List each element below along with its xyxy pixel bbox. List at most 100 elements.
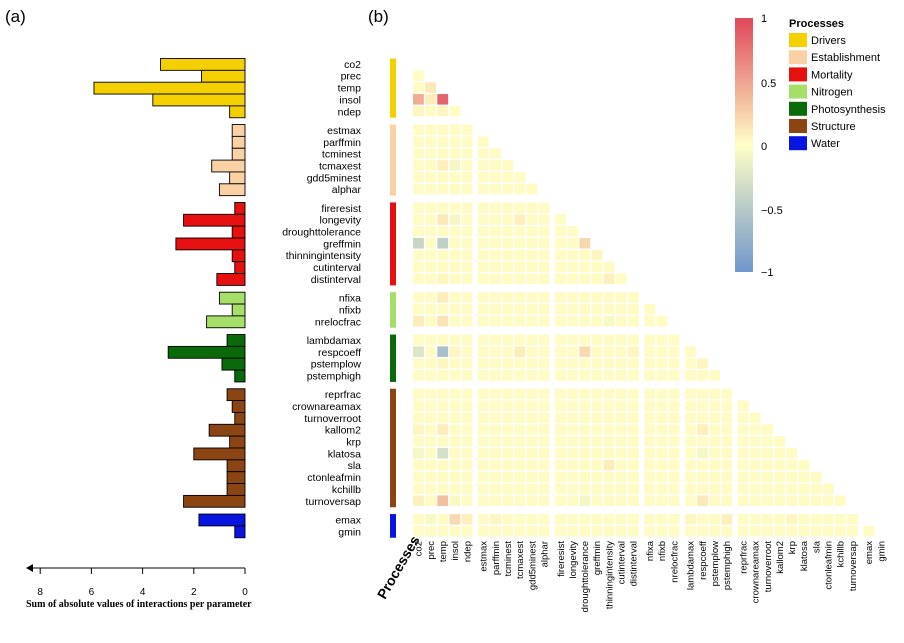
heat-cell: [502, 226, 514, 237]
heat-cell: [555, 226, 566, 237]
heat-cell: [477, 483, 489, 495]
bar-crownareamax: [231, 400, 246, 413]
heat-cell: [737, 448, 749, 459]
heat-cell: [514, 202, 526, 213]
legend-swatch-nitrogen: [789, 84, 807, 99]
heat-cell: [413, 171, 424, 183]
heat-cell: [477, 334, 489, 346]
heat-cell: [437, 400, 449, 412]
heat-cell: [477, 160, 489, 171]
heat-cell: [449, 202, 461, 213]
heat-cell: [490, 238, 501, 249]
bar-greffmin: [175, 237, 246, 251]
heat-cell: [477, 459, 489, 471]
heat-cell: [644, 495, 656, 506]
heat-cell: [684, 436, 696, 447]
heat-cell: [526, 261, 538, 273]
bar-distinterval: [216, 273, 246, 286]
heat-cell: [627, 304, 639, 315]
heat-cell: [490, 304, 501, 315]
heat-cell: [822, 525, 834, 537]
heat-cell: [656, 315, 668, 327]
heat-cell: [461, 148, 473, 159]
heat-cell: [591, 459, 603, 471]
param-label-tcminest: tcminest: [322, 149, 361, 161]
heat-cell: [449, 448, 461, 459]
heat-cell: [449, 124, 461, 136]
heat-cell: [526, 214, 538, 225]
heat-cell: [847, 514, 858, 525]
heat-cell: [477, 273, 489, 285]
heat-cell: [538, 412, 550, 423]
heat-cell: [603, 334, 615, 346]
heat-cell: [684, 424, 696, 435]
heat-cell: [579, 249, 591, 261]
heat-cell: [567, 315, 579, 327]
bar-emax: [198, 513, 246, 527]
heat-cell: [449, 436, 461, 447]
heat-cell: [591, 471, 603, 483]
heat-cell: [477, 358, 489, 369]
heat-cell: [413, 495, 424, 506]
bar-panel: [93, 58, 246, 539]
col-label-fireresist: fireresist: [556, 541, 567, 577]
strip-structure: [390, 388, 396, 508]
heat-cell: [656, 346, 668, 357]
colorbar-tick-label: 0: [761, 141, 767, 153]
bar-pstemphigh: [234, 369, 246, 383]
heat-cell: [644, 471, 656, 483]
legend-swatch-water: [789, 136, 807, 151]
col-label-crownareamax: crownareamax: [751, 541, 762, 604]
heat-cell: [538, 400, 550, 412]
heat-cell: [737, 412, 749, 423]
heat-cell: [477, 171, 489, 183]
heat-cell: [579, 412, 591, 423]
heat-cell: [668, 370, 680, 381]
heat-cell: [477, 370, 489, 381]
col-label-cutinterval: cutinterval: [617, 541, 628, 584]
heat-cell: [774, 459, 786, 471]
heat-cell: [538, 514, 550, 525]
heat-cell: [538, 238, 550, 249]
heat-cell: [413, 160, 424, 171]
heat-cell: [461, 315, 473, 327]
strip-photosynthesis: [390, 334, 396, 382]
heat-cell: [413, 514, 424, 525]
heat-cell: [526, 495, 538, 506]
bar-turnoversap: [183, 494, 246, 508]
heat-cell: [567, 292, 579, 303]
heat-cell: [425, 436, 436, 447]
heat-cell: [526, 202, 538, 213]
heat-cell: [449, 525, 461, 537]
col-label-nfixa: nfixa: [645, 540, 656, 561]
bar-alphar: [218, 183, 246, 197]
heat-cell: [668, 358, 680, 369]
col-label-turnoversap: turnoversap: [848, 541, 859, 591]
strip-mortality: [390, 202, 396, 286]
heat-cell: [591, 436, 603, 447]
heat-cell: [786, 514, 798, 525]
heat-cell: [603, 304, 615, 315]
heat-cell: [449, 424, 461, 435]
heat-cell: [526, 459, 538, 471]
heat-cell: [567, 436, 579, 447]
heat-cell: [709, 400, 721, 412]
heat-cell: [461, 334, 473, 346]
heat-cell: [656, 471, 668, 483]
heat-cell: [762, 436, 773, 447]
heat-cell: [425, 202, 436, 213]
heat-cell: [425, 105, 436, 117]
heat-cell: [798, 471, 810, 483]
heat-cell: [413, 525, 424, 537]
heat-cell: [668, 483, 680, 495]
heat-cell: [425, 171, 436, 183]
heat-cell: [502, 448, 514, 459]
legend-label-mortality: Mortality: [811, 69, 853, 81]
param-label-ndep: ndep: [338, 106, 362, 118]
heat-cell: [461, 471, 473, 483]
param-label-kallom2: kallom2: [325, 425, 361, 437]
col-label-pstemphigh: pstemphigh: [722, 541, 733, 590]
heat-cell: [603, 448, 615, 459]
heat-cell: [684, 400, 696, 412]
heat-cell: [774, 436, 786, 447]
